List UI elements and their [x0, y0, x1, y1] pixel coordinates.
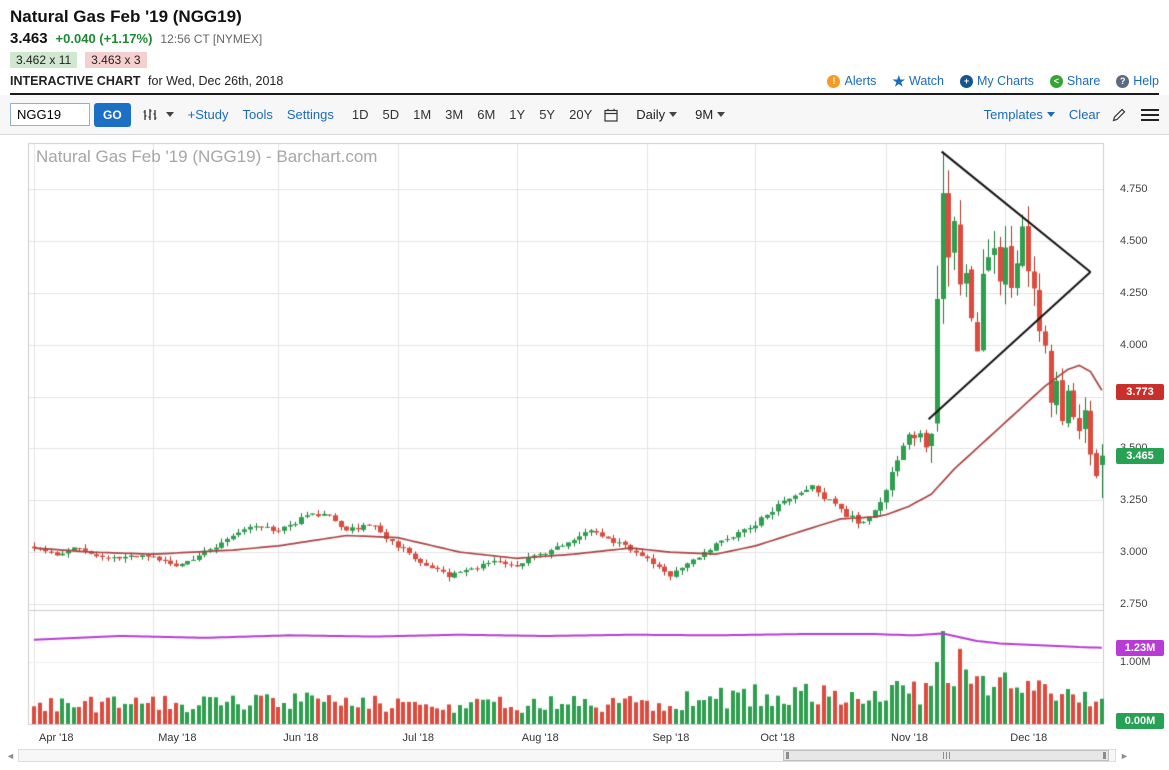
quote-header: Natural Gas Feb '19 (NGG19) 3.463 +0.040…	[0, 0, 1169, 95]
price-change: +0.040 (+1.17%)	[55, 31, 153, 46]
chart-region: Natural Gas Feb '19 (NGG19) - Barchart.c…	[0, 135, 1169, 770]
add-study-link[interactable]: +Study	[187, 107, 229, 122]
draw-tool-button[interactable]	[1112, 107, 1127, 122]
open-interest-badge: 1.23M	[1116, 640, 1164, 656]
span-value: 9M	[695, 107, 714, 122]
y-axis-label: 4.250	[1120, 286, 1148, 299]
help-icon: ?	[1116, 74, 1130, 88]
thumb-right-handle[interactable]	[1103, 752, 1106, 759]
x-axis-label: Jun '18	[283, 732, 319, 744]
frequency-dropdown[interactable]: Daily	[636, 107, 678, 122]
caret-down-icon	[669, 112, 678, 117]
alerts-icon: !	[827, 74, 841, 88]
page-title: Natural Gas Feb '19 (NGG19)	[10, 7, 242, 26]
ask-quote: 3.463 x 3	[85, 52, 147, 68]
x-axis-label: Jul '18	[402, 732, 434, 744]
symbol-input[interactable]	[10, 103, 90, 126]
interactive-chart-row: INTERACTIVE CHART for Wed, Dec 26th, 201…	[10, 74, 1159, 95]
volume-last-badge: 0.00M	[1116, 713, 1164, 729]
y-axis-label: 4.750	[1120, 183, 1148, 195]
caret-down-icon	[717, 112, 726, 117]
ma-price-badge: 3.773	[1116, 384, 1164, 400]
scroll-left-arrow[interactable]: ◄	[6, 751, 15, 761]
y-axis-label: 3.250	[1120, 494, 1148, 507]
templates-label: Templates	[983, 107, 1043, 122]
thumb-grip-icon	[942, 752, 950, 759]
chart-date: for Wed, Dec 26th, 2018	[148, 74, 284, 88]
x-axis-label: Apr '18	[39, 732, 74, 744]
range-1y[interactable]: 1Y	[509, 107, 526, 122]
link-label: Help	[1133, 74, 1159, 88]
chart-type-button[interactable]	[143, 108, 174, 122]
last-price-badge: 3.465	[1116, 448, 1164, 464]
scroll-right-arrow[interactable]: ►	[1120, 751, 1129, 761]
y-axis-label: 4.000	[1120, 338, 1148, 351]
header-links: ! Alerts ★ Watch + My Charts < Share? Help	[827, 74, 1159, 88]
x-axis-label: Oct '18	[760, 732, 795, 744]
x-axis-label: Dec '18	[1010, 732, 1048, 744]
calendar-button[interactable]	[604, 108, 618, 122]
caret-down-icon	[165, 112, 174, 117]
help-link[interactable]: ? Help	[1116, 74, 1159, 88]
my-charts-icon: +	[959, 74, 973, 88]
thumb-left-handle[interactable]	[786, 752, 789, 759]
range-20y[interactable]: 20Y	[569, 107, 593, 122]
watch-star-icon: ★	[892, 73, 905, 89]
quote-time: 12:56 CT [NYMEX]	[160, 32, 263, 46]
calendar-icon	[604, 108, 618, 122]
bid-quote: 3.462 x 11	[10, 52, 78, 68]
hamburger-icon	[1141, 108, 1159, 111]
watch-link[interactable]: ★ Watch	[892, 74, 944, 88]
my-charts-link[interactable]: + My Charts	[959, 74, 1034, 88]
share-link[interactable]: < Share	[1049, 74, 1101, 88]
range-5y[interactable]: 5Y	[539, 107, 556, 122]
range-buttons: 1D 5D 1M 3M 6M 1Y 5Y 20Y	[352, 107, 592, 122]
tools-link[interactable]: Tools	[242, 107, 273, 122]
x-axis-label: Aug '18	[521, 732, 559, 744]
range-1d[interactable]: 1D	[351, 107, 369, 122]
y-axis-label: 4.500	[1120, 234, 1148, 247]
x-axis-label: Nov '18	[891, 732, 928, 744]
scrollbar-track[interactable]	[18, 749, 1116, 762]
bid-ask-row: 3.462 x 11 3.463 x 3	[10, 52, 1159, 68]
caret-down-icon	[1046, 112, 1055, 117]
menu-button[interactable]	[1141, 108, 1159, 121]
interactive-chart-label: INTERACTIVE CHART	[10, 74, 141, 88]
settings-link[interactable]: Settings	[286, 107, 334, 122]
go-button[interactable]: GO	[94, 102, 131, 127]
price-row: 3.463 +0.040 (+1.17%) 12:56 CT [NYMEX]	[10, 30, 1159, 47]
span-dropdown[interactable]: 9M	[695, 107, 726, 122]
range-6m[interactable]: 6M	[477, 107, 496, 122]
frequency-value: Daily	[636, 107, 666, 122]
range-1m[interactable]: 1M	[413, 107, 432, 122]
link-label: Watch	[909, 74, 944, 88]
range-3m[interactable]: 3M	[445, 107, 464, 122]
templates-dropdown[interactable]: Templates	[984, 107, 1055, 122]
interactive-chart-caption: INTERACTIVE CHART for Wed, Dec 26th, 201…	[10, 74, 283, 88]
chart-canvas[interactable]	[0, 135, 1169, 770]
share-icon: <	[1049, 74, 1063, 88]
link-label: My Charts	[976, 74, 1034, 88]
x-axis-label: May '18	[158, 732, 197, 744]
range-5d[interactable]: 5D	[382, 107, 400, 122]
scrollbar-thumb[interactable]	[783, 750, 1109, 761]
volume-axis-label: 1.00M	[1120, 656, 1151, 668]
last-price: 3.463	[10, 30, 48, 47]
ohlc-bars-icon	[143, 108, 157, 120]
x-axis-label: Sep '18	[652, 732, 690, 744]
link-label: Share	[1066, 74, 1101, 88]
link-label: Alerts	[844, 74, 877, 88]
alerts-link[interactable]: ! Alerts	[827, 74, 876, 88]
y-axis-label: 3.000	[1120, 546, 1148, 559]
chart-watermark: Natural Gas Feb '19 (NGG19) - Barchart.c…	[36, 147, 378, 166]
y-axis-label: 2.750	[1120, 598, 1148, 610]
chart-toolbar: GO +Study Tools Settings 1D 5D 1M 3M 6M 1Y 5Y 2…	[0, 95, 1169, 135]
clear-button[interactable]: Clear	[1068, 107, 1100, 122]
pencil-icon	[1112, 108, 1126, 122]
